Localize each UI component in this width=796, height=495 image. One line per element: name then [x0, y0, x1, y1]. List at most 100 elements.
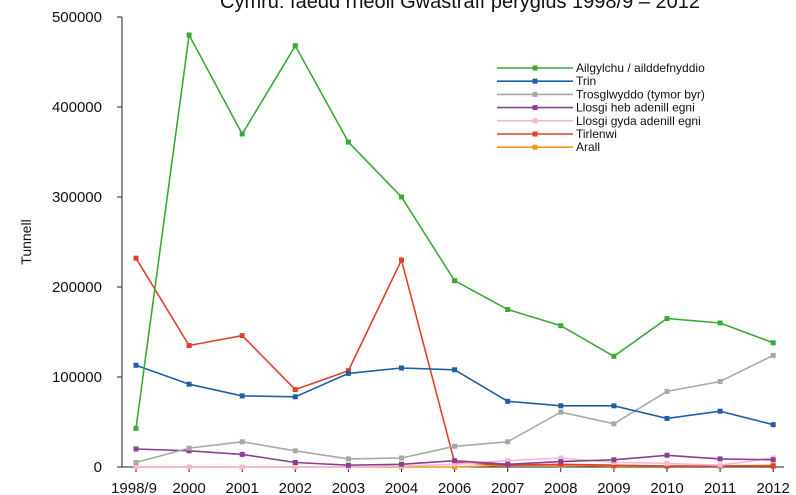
data-point	[452, 367, 458, 373]
data-point	[345, 462, 351, 468]
data-point	[717, 456, 723, 462]
x-tick-label: 2001	[226, 480, 259, 495]
data-point	[664, 415, 670, 421]
data-point	[611, 403, 617, 409]
x-tick-label: 2010	[650, 480, 683, 495]
data-point	[186, 448, 192, 454]
data-point	[345, 368, 351, 374]
data-point	[399, 194, 404, 200]
data-point	[345, 456, 351, 462]
data-point	[292, 448, 298, 454]
series-6	[133, 255, 776, 469]
legend-label: Llosgi gyda adenill egni	[576, 114, 701, 128]
data-point	[770, 340, 776, 346]
data-point	[292, 387, 298, 393]
data-point	[558, 461, 564, 467]
axes	[121, 17, 784, 468]
x-tick-label: 2006	[438, 480, 471, 495]
chart-title: Cymru: faedd rheoli Gwastraff peryglus 1…	[220, 0, 700, 13]
series-3	[133, 352, 776, 465]
y-tick-labels: 0 100000 200000 300000 400000 500000	[52, 9, 122, 476]
data-point	[345, 139, 351, 145]
data-point	[292, 460, 298, 465]
data-point	[770, 422, 776, 428]
data-point	[664, 463, 670, 469]
y-tick-label: 300000	[52, 189, 102, 206]
legend-label: Arall	[576, 140, 600, 154]
legend-label: Tirlenwi	[576, 127, 617, 141]
data-point	[770, 352, 776, 358]
data-point	[239, 451, 245, 457]
x-tick-label: 2012	[757, 480, 790, 495]
data-point	[717, 462, 723, 468]
data-point	[186, 464, 192, 470]
legend-label: Trin	[576, 74, 596, 88]
x-tick-label: 2009	[597, 480, 630, 495]
series-1	[133, 32, 776, 431]
legend-label: Trosglwyddo (tymor byr)	[576, 87, 705, 101]
data-point	[186, 445, 192, 451]
legend: Ailgylchu / ailddefnyddioTrinTrosglwyddo…	[497, 61, 705, 154]
data-point	[292, 43, 298, 49]
data-point	[664, 452, 670, 458]
data-point	[452, 458, 458, 464]
data-point	[611, 462, 617, 468]
data-point	[558, 403, 564, 409]
data-point	[133, 446, 139, 452]
data-point	[133, 460, 139, 465]
legend-item: Tirlenwi	[497, 127, 617, 141]
x-tick-label: 2002	[279, 480, 312, 495]
series-lines	[133, 32, 776, 470]
y-tick-label: 200000	[52, 279, 102, 296]
data-point	[399, 365, 404, 371]
legend-item: Arall	[497, 140, 600, 154]
data-point	[558, 409, 564, 415]
data-point	[133, 464, 139, 470]
y-tick-label: 400000	[52, 99, 102, 116]
legend-marker	[532, 144, 538, 150]
x-tick-label: 1998/9	[111, 480, 157, 495]
data-point	[611, 457, 617, 463]
x-tick-label: 2004	[385, 480, 418, 495]
x-tick-labels: 1998/9 2000 2001 2002 2003 2004 2006 2007 2008 20…	[111, 467, 790, 495]
data-point	[611, 421, 617, 427]
data-point	[292, 464, 298, 470]
y-tick-label: 100000	[52, 369, 102, 386]
data-point	[239, 333, 245, 339]
legend-label: Ailgylchu / ailddefnyddio	[576, 61, 705, 75]
data-point	[717, 379, 723, 384]
data-point	[664, 316, 670, 321]
legend-marker	[532, 131, 538, 137]
legend-item: Ailgylchu / ailddefnyddio	[497, 61, 705, 75]
data-point	[452, 443, 458, 449]
data-point	[611, 353, 617, 359]
data-point	[399, 455, 404, 461]
data-point	[133, 362, 139, 368]
legend-marker	[532, 65, 538, 71]
legend-label: Llosgi heb adenill egni	[576, 101, 695, 115]
data-point	[505, 439, 511, 445]
data-point	[505, 458, 511, 464]
data-point	[292, 394, 298, 400]
data-point	[345, 370, 351, 376]
x-tick-label: 2008	[544, 480, 577, 495]
x-tick-label: 2003	[332, 480, 365, 495]
data-point	[505, 307, 511, 312]
data-point	[664, 388, 670, 394]
data-point	[505, 398, 511, 404]
data-point	[239, 464, 245, 470]
data-point	[186, 381, 192, 387]
x-tick-label: 2011	[704, 480, 736, 495]
legend-marker	[532, 78, 538, 84]
data-point	[239, 131, 245, 137]
legend-marker	[532, 105, 538, 111]
data-point	[399, 461, 404, 467]
x-tick-label: 2007	[491, 480, 524, 495]
data-point	[239, 393, 245, 399]
data-point	[558, 459, 564, 465]
legend-marker	[532, 91, 538, 97]
legend-item: Llosgi heb adenill egni	[497, 101, 695, 115]
data-point	[611, 460, 617, 465]
data-point	[186, 32, 192, 38]
data-point	[717, 408, 723, 414]
